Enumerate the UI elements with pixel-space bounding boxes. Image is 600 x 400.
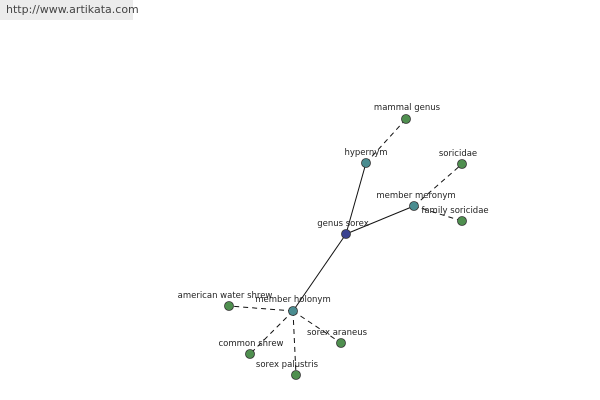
node-label[interactable]: genus sorex <box>317 219 369 229</box>
edge <box>413 163 463 207</box>
edge <box>228 305 294 312</box>
node[interactable] <box>291 370 301 380</box>
edge <box>249 310 294 355</box>
node[interactable] <box>457 159 467 169</box>
node-label[interactable]: hypernym <box>344 148 387 158</box>
edge <box>365 118 407 164</box>
node-label[interactable]: common shrew <box>218 339 283 349</box>
edge <box>345 205 415 235</box>
node-label[interactable]: sorex palustris <box>256 360 319 370</box>
node[interactable] <box>245 349 255 359</box>
node[interactable] <box>401 114 411 124</box>
edge <box>292 233 347 312</box>
node[interactable] <box>457 216 467 226</box>
node[interactable] <box>224 301 234 311</box>
node[interactable] <box>409 201 419 211</box>
node-label[interactable]: mammal genus <box>374 103 441 113</box>
node[interactable] <box>288 306 298 316</box>
node[interactable] <box>361 158 371 168</box>
node-label[interactable]: sorex araneus <box>307 328 368 338</box>
edge <box>345 162 367 235</box>
url-bar: http://www.artikata.com <box>0 0 139 20</box>
edge <box>292 310 297 376</box>
node-label[interactable]: member holonym <box>255 295 330 305</box>
node-label[interactable]: soricidae <box>439 149 477 159</box>
node[interactable] <box>336 338 346 348</box>
node[interactable] <box>341 229 351 239</box>
node-label[interactable]: american water shrew <box>178 291 273 301</box>
node-label[interactable]: member meronym <box>376 191 455 201</box>
node-label[interactable]: family soricidae <box>421 206 488 216</box>
edge <box>292 310 342 344</box>
